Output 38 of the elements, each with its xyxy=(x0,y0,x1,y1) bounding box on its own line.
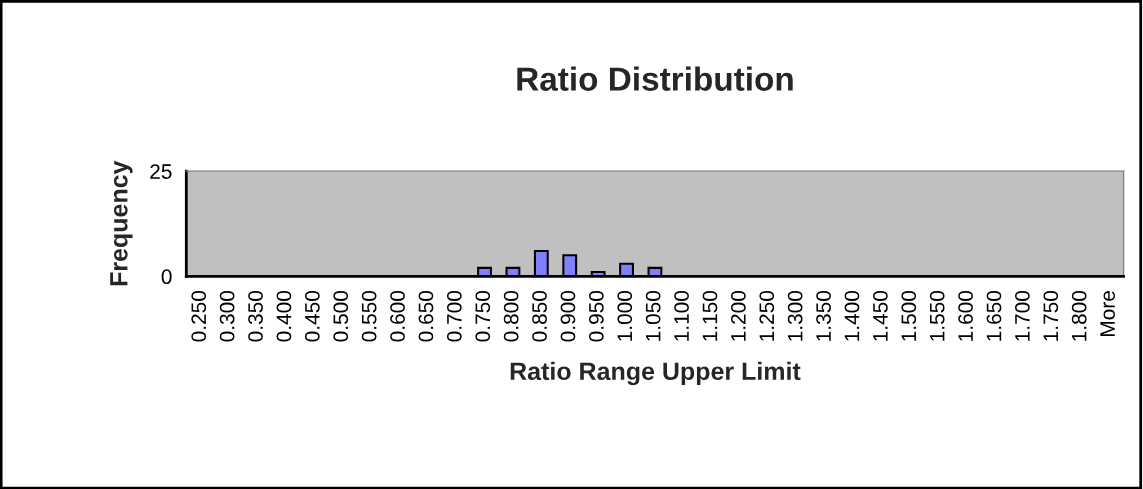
x-tick-label: 0.300 xyxy=(219,290,235,342)
x-tick-label: 1.100 xyxy=(674,290,689,341)
x-axis-title: Ratio Range Upper Limit xyxy=(510,361,801,386)
x-tick-label: 0.950 xyxy=(588,290,604,342)
x-tick-label: 1.650 xyxy=(986,290,1002,341)
x-tick-label: 0.850 xyxy=(532,290,547,342)
x-tick-label: 1.300 xyxy=(787,290,803,341)
x-tick-label: 0.650 xyxy=(418,290,434,342)
x-tick-label: 0.800 xyxy=(503,290,519,342)
x-tick-label: 1.000 xyxy=(617,290,633,341)
x-tick-label: 1.450 xyxy=(872,290,888,341)
x-tick-label: More xyxy=(1100,291,1115,336)
x-tick-label: 1.750 xyxy=(1043,290,1059,341)
y-tick-label: 0 xyxy=(161,269,172,285)
x-tick-label: 1.550 xyxy=(929,290,945,341)
x-tick-label: 1.250 xyxy=(759,290,775,341)
x-tick-label: 1.200 xyxy=(730,290,746,341)
x-tick-label: 0.700 xyxy=(446,290,462,342)
x-tick-label: 0.400 xyxy=(276,290,292,342)
x-tick-label: 1.150 xyxy=(702,290,718,341)
x-tick-label: 0.450 xyxy=(304,290,320,342)
x-tick-label: 1.500 xyxy=(901,290,917,341)
x-tick-label: 0.350 xyxy=(248,290,263,342)
x-tick-label: 0.550 xyxy=(361,290,377,342)
x-tick-label: 1.800 xyxy=(1071,290,1087,341)
x-tick-label: 0.500 xyxy=(333,290,349,342)
x-tick-label: 1.400 xyxy=(844,290,860,341)
x-tick-label: 1.050 xyxy=(645,290,661,341)
x-tick-label: 0.750 xyxy=(475,290,491,342)
y-tick-label: 25 xyxy=(150,164,172,179)
y-axis-title: Frequency xyxy=(110,160,133,286)
x-tick-label: 1.700 xyxy=(1015,290,1030,341)
chart-title: Ratio Distribution xyxy=(517,66,793,91)
x-tick-label: 0.600 xyxy=(390,290,405,342)
x-tick-label: 1.350 xyxy=(816,290,831,341)
x-tick-label: 1.600 xyxy=(958,290,973,341)
x-tick-label: 0.900 xyxy=(560,290,576,342)
x-tick-label: 0.250 xyxy=(191,290,207,342)
